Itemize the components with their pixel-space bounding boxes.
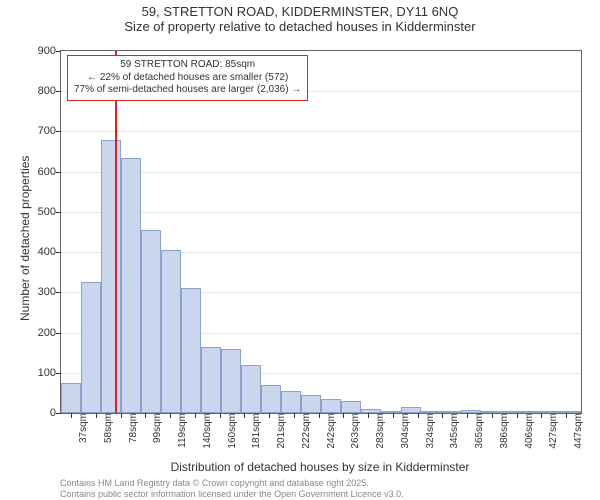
annot-line: 59 STRETTON ROAD: 85sqm — [74, 59, 301, 72]
title-block: 59, STRETTON ROAD, KIDDERMINSTER, DY11 6… — [0, 0, 600, 34]
title-line-1: 59, STRETTON ROAD, KIDDERMINSTER, DY11 6… — [0, 4, 600, 19]
y-tick-label: 300 — [38, 286, 61, 298]
y-tick-label: 700 — [38, 125, 61, 137]
x-tick-label: 160sqm — [224, 413, 238, 449]
y-tick-label: 500 — [38, 206, 61, 218]
histogram-bar — [301, 395, 321, 413]
x-tick-label: 242sqm — [323, 413, 337, 449]
annotation-box: 59 STRETTON ROAD: 85sqm← 22% of detached… — [67, 55, 308, 101]
x-tick — [121, 413, 122, 418]
x-tick-label: 324sqm — [422, 413, 436, 449]
x-tick-label: 222sqm — [298, 413, 312, 449]
y-tick-label: 600 — [38, 166, 61, 178]
annot-line: 77% of semi-detached houses are larger (… — [74, 84, 301, 97]
x-tick — [517, 413, 518, 418]
plot-area: 010020030040050060070080090037sqm58sqm78… — [60, 50, 582, 414]
x-tick-label: 263sqm — [347, 413, 361, 449]
histogram-bar — [61, 383, 81, 413]
histogram-bar — [321, 399, 341, 413]
title-line-2: Size of property relative to detached ho… — [0, 19, 600, 34]
x-tick — [368, 413, 369, 418]
x-tick — [541, 413, 542, 418]
x-tick-label: 201sqm — [273, 413, 287, 449]
x-tick — [269, 413, 270, 418]
x-tick-label: 427sqm — [545, 413, 559, 449]
histogram-bar — [181, 288, 201, 413]
chart-container: 59, STRETTON ROAD, KIDDERMINSTER, DY11 6… — [0, 0, 600, 500]
x-tick — [393, 413, 394, 418]
histogram-bar — [281, 391, 301, 413]
y-tick-label: 800 — [38, 85, 61, 97]
x-tick — [96, 413, 97, 418]
x-tick — [467, 413, 468, 418]
footnote-line-2: Contains public sector information licen… — [60, 489, 404, 500]
x-tick-label: 283sqm — [372, 413, 386, 449]
footnote-line-1: Contains HM Land Registry data © Crown c… — [60, 478, 404, 489]
x-tick-label: 99sqm — [149, 413, 163, 443]
x-tick-label: 304sqm — [397, 413, 411, 449]
gridline — [61, 131, 581, 132]
x-tick — [145, 413, 146, 418]
y-tick-label: 0 — [50, 407, 61, 419]
x-tick — [492, 413, 493, 418]
y-tick-label: 100 — [38, 367, 61, 379]
x-tick — [244, 413, 245, 418]
x-tick — [294, 413, 295, 418]
footnote: Contains HM Land Registry data © Crown c… — [60, 478, 404, 500]
annot-line: ← 22% of detached houses are smaller (57… — [74, 72, 301, 85]
x-tick-label: 140sqm — [199, 413, 213, 449]
histogram-bar — [121, 158, 141, 413]
x-tick — [566, 413, 567, 418]
y-tick-label: 900 — [38, 45, 61, 57]
histogram-bar — [261, 385, 281, 413]
histogram-bar — [201, 347, 221, 413]
x-axis-label: Distribution of detached houses by size … — [60, 460, 580, 474]
x-tick — [418, 413, 419, 418]
x-tick — [442, 413, 443, 418]
histogram-bar — [221, 349, 241, 413]
x-tick — [195, 413, 196, 418]
x-tick-label: 58sqm — [100, 413, 114, 443]
histogram-bar — [161, 250, 181, 413]
y-tick-label: 200 — [38, 327, 61, 339]
x-tick — [170, 413, 171, 418]
histogram-bar — [101, 140, 121, 414]
x-tick — [319, 413, 320, 418]
x-tick-label: 447sqm — [570, 413, 584, 449]
histogram-bar — [241, 365, 261, 413]
x-tick-label: 365sqm — [471, 413, 485, 449]
x-tick-label: 181sqm — [248, 413, 262, 449]
x-tick — [343, 413, 344, 418]
x-tick-label: 386sqm — [496, 413, 510, 449]
x-tick — [71, 413, 72, 418]
marker-line — [115, 51, 117, 413]
y-axis-label: Number of detached properties — [18, 156, 32, 321]
x-tick-label: 78sqm — [125, 413, 139, 443]
x-tick-label: 119sqm — [174, 413, 188, 448]
histogram-bar — [81, 282, 101, 413]
x-tick — [220, 413, 221, 418]
x-tick-label: 345sqm — [446, 413, 460, 449]
histogram-bar — [341, 401, 361, 413]
x-tick-label: 37sqm — [75, 413, 89, 443]
histogram-bar — [141, 230, 161, 413]
x-tick-label: 406sqm — [521, 413, 535, 449]
y-tick-label: 400 — [38, 246, 61, 258]
